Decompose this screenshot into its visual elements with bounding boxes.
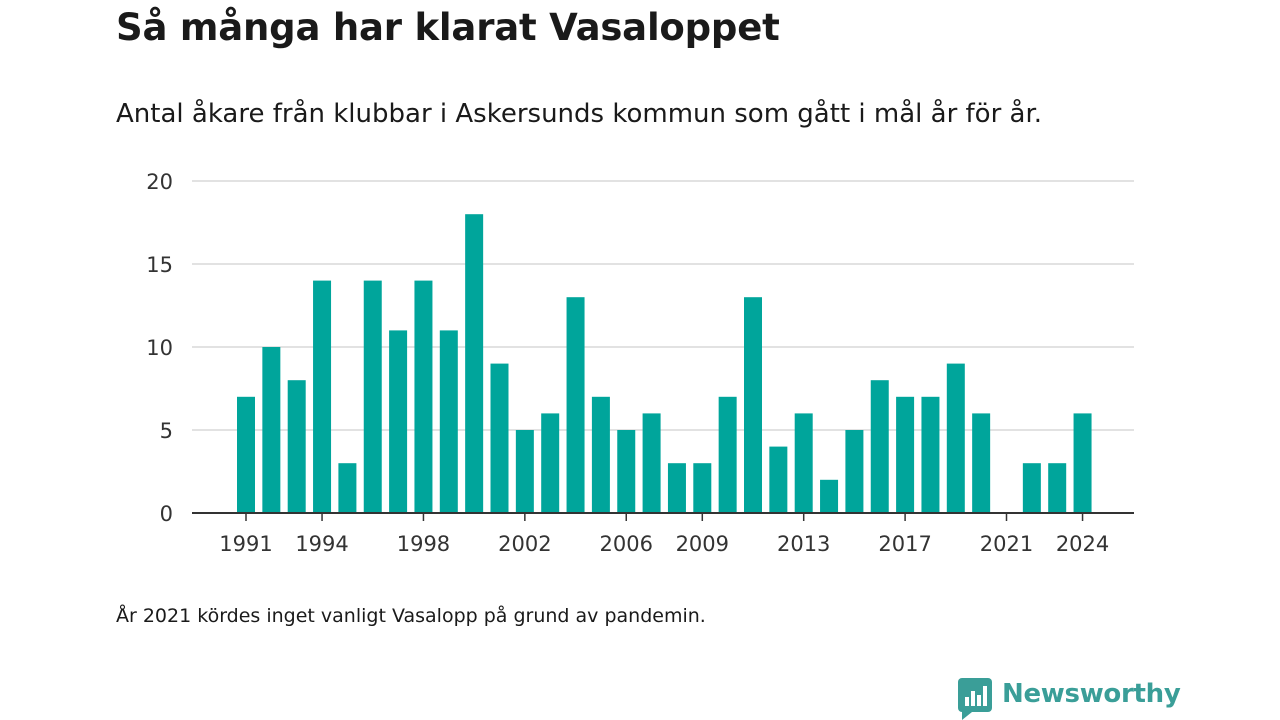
- bar-2005: [591, 396, 610, 513]
- x-tick-label: 2002: [498, 532, 551, 556]
- bar-2010: [718, 396, 737, 513]
- bar-1999: [439, 330, 458, 513]
- brand-name: Newsworthy: [1002, 679, 1181, 709]
- bar-2019: [946, 363, 965, 513]
- bar-2011: [744, 297, 762, 513]
- brand: Newsworthy: [958, 678, 1181, 720]
- bar-1993: [287, 380, 306, 513]
- bar-2016: [870, 380, 889, 513]
- y-tick-label: 10: [146, 336, 173, 360]
- bar-2006: [617, 430, 636, 513]
- y-tick-label: 0: [160, 502, 173, 526]
- bar-1997: [389, 330, 408, 513]
- bar-2009: [693, 463, 712, 513]
- bar-2002: [515, 430, 534, 513]
- bar-2007: [642, 413, 661, 513]
- bar-2018: [921, 396, 940, 513]
- y-tick-label: 20: [146, 170, 173, 194]
- bar-2012: [769, 446, 788, 513]
- chart-title: Så många har klarat Vasaloppet: [116, 6, 780, 49]
- bar-2004: [566, 297, 585, 513]
- y-tick-label: 5: [160, 419, 173, 443]
- bar-2000: [465, 214, 484, 513]
- x-tick-label: 1998: [397, 532, 450, 556]
- bar-2024: [1073, 413, 1092, 513]
- bar-chart: 0 5 10 15 20 1991 1994 1998 2002 2006 2009 2013 2017…: [146, 170, 1134, 556]
- x-tick-label: 2017: [878, 532, 931, 556]
- bar-2013: [794, 413, 813, 513]
- bar-2008: [667, 463, 686, 513]
- bar-2022: [1022, 463, 1041, 513]
- y-tick-label: 15: [146, 253, 173, 277]
- x-tick-label: 2013: [777, 532, 830, 556]
- bar-1991: [237, 396, 255, 513]
- bar-2014: [820, 479, 839, 513]
- bar-2001: [490, 363, 509, 513]
- x-tick-label: 2009: [676, 532, 729, 556]
- bar-2003: [541, 413, 560, 513]
- bar-1996: [363, 280, 382, 513]
- newsworthy-logo-icon: [958, 678, 992, 720]
- bar-1992: [262, 347, 281, 513]
- x-tick-label: 2006: [600, 532, 653, 556]
- bar-2020: [972, 413, 991, 513]
- bar-1994: [313, 280, 332, 513]
- bar-2023: [1048, 463, 1067, 513]
- chart-subtitle: Antal åkare från klubbar i Askersunds ko…: [116, 99, 1043, 129]
- bar-2017: [896, 396, 915, 513]
- x-tick-label: 1994: [295, 532, 348, 556]
- bar-2015: [845, 430, 864, 513]
- x-tick-label: 2021: [980, 532, 1033, 556]
- bar-1998: [414, 280, 433, 513]
- footnote: År 2021 kördes inget vanligt Vasalopp på…: [116, 605, 706, 627]
- x-tick-label: 1991: [219, 532, 272, 556]
- bar-1995: [338, 463, 357, 513]
- x-tick-label: 2024: [1056, 532, 1109, 556]
